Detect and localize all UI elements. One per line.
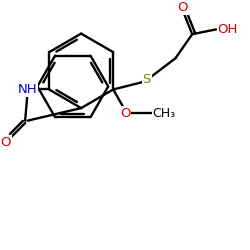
Text: O: O <box>178 1 188 14</box>
Text: S: S <box>142 73 151 86</box>
Text: NH: NH <box>18 83 37 96</box>
Text: O: O <box>1 136 11 149</box>
Text: CH₃: CH₃ <box>153 107 176 120</box>
Text: O: O <box>120 107 130 120</box>
Text: OH: OH <box>217 23 238 36</box>
